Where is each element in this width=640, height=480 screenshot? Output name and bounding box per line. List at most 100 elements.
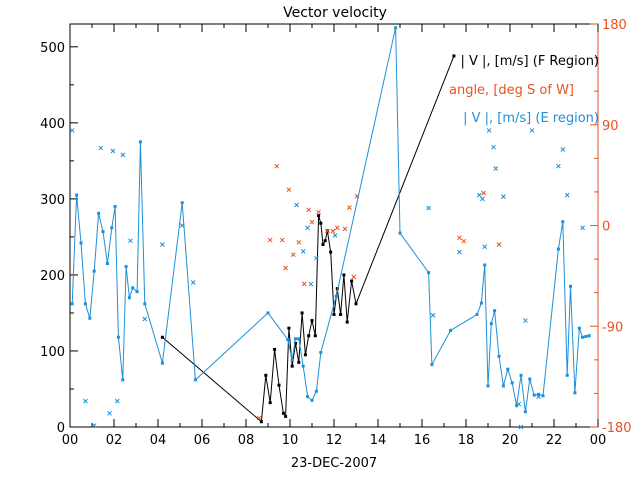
series-3-marker bbox=[128, 238, 133, 244]
y-right-tick-label: -180 bbox=[602, 421, 632, 436]
series-2-point bbox=[479, 301, 483, 305]
series-3-marker bbox=[332, 233, 338, 238]
x-tick-label: 02 bbox=[106, 433, 123, 448]
series-1-marker bbox=[316, 209, 321, 215]
series-2-point bbox=[584, 335, 588, 339]
series-2-point bbox=[110, 226, 114, 230]
series-2-point bbox=[121, 378, 125, 382]
series-2-point bbox=[301, 364, 305, 368]
series-2-point bbox=[70, 302, 74, 306]
x-tick-label: 22 bbox=[546, 433, 563, 448]
series-3-marker bbox=[160, 242, 165, 247]
x-axis-label: 23-DEC-2007 bbox=[291, 456, 377, 471]
series-2-point bbox=[523, 410, 527, 414]
series-2-point bbox=[569, 284, 572, 288]
series-3-marker bbox=[110, 148, 116, 154]
series-1-marker bbox=[306, 207, 312, 213]
series-2-point bbox=[319, 350, 323, 354]
series-3-marker bbox=[491, 144, 496, 150]
series-2-point bbox=[449, 328, 453, 332]
series-2-point bbox=[510, 381, 514, 385]
series-2-point bbox=[489, 322, 493, 326]
x-tick-label: 18 bbox=[458, 433, 475, 448]
series-3-marker bbox=[518, 424, 524, 430]
series-2-point bbox=[398, 231, 402, 235]
series-2-point bbox=[131, 286, 135, 290]
series-2-point bbox=[541, 394, 545, 398]
series-3-marker bbox=[523, 318, 528, 323]
series-1-marker bbox=[461, 238, 467, 244]
series-2-point bbox=[483, 263, 487, 267]
series-3-marker bbox=[114, 398, 120, 404]
x-tick-label: 00 bbox=[62, 433, 79, 448]
series-0-point bbox=[160, 335, 164, 339]
series-2-point bbox=[334, 294, 338, 298]
series-2-point bbox=[394, 26, 398, 30]
x-tick-label: 00 bbox=[590, 433, 607, 448]
series-3-marker bbox=[516, 401, 522, 407]
series-2-point bbox=[297, 337, 301, 341]
series-0-point bbox=[303, 353, 307, 357]
series-2-point bbox=[501, 384, 505, 388]
y-right-tick-label: 180 bbox=[602, 18, 627, 33]
series-2-point bbox=[577, 326, 581, 330]
series-1-marker bbox=[496, 242, 502, 247]
series-1-marker bbox=[342, 226, 348, 232]
series-3-marker bbox=[482, 244, 488, 250]
series-3-marker bbox=[142, 316, 148, 322]
x-tick-label: 12 bbox=[326, 433, 343, 448]
series-0-point bbox=[268, 401, 272, 405]
series-1-marker bbox=[334, 225, 340, 231]
series-1-marker bbox=[481, 190, 486, 196]
y-left-tick-label: 100 bbox=[40, 345, 65, 360]
series-2-point bbox=[266, 311, 270, 315]
series-0-point bbox=[290, 364, 294, 368]
series-2-point bbox=[97, 211, 101, 215]
series-2-point bbox=[565, 373, 569, 377]
series-0-point bbox=[273, 347, 277, 351]
series-3-marker bbox=[564, 192, 570, 198]
series-3-marker bbox=[69, 128, 75, 133]
series-0-point bbox=[332, 312, 336, 316]
series-2-point bbox=[286, 338, 290, 342]
series-2-point bbox=[83, 302, 87, 306]
series-2-point bbox=[587, 334, 591, 338]
series-2-point bbox=[314, 389, 318, 393]
series-0-point bbox=[310, 319, 314, 323]
series-1-marker bbox=[256, 415, 262, 421]
series-0-point bbox=[452, 54, 456, 58]
series-2-point bbox=[116, 335, 120, 339]
series-2-point bbox=[294, 337, 297, 341]
y-left-tick-label: 200 bbox=[40, 269, 65, 284]
series-3-marker bbox=[300, 248, 306, 254]
series-1-marker bbox=[296, 239, 302, 245]
series-2-point bbox=[113, 204, 117, 208]
series-1-marker bbox=[274, 163, 280, 169]
series-2-point bbox=[180, 201, 184, 205]
series-1-marker bbox=[325, 228, 330, 234]
y-right-tick-label: 0 bbox=[602, 220, 610, 235]
series-2-point bbox=[493, 309, 497, 313]
series-2-point bbox=[561, 220, 565, 224]
series-0-point bbox=[294, 341, 297, 345]
legend-item-angle: angle, [deg S of W] bbox=[449, 83, 574, 98]
x-tick-label: 14 bbox=[370, 433, 387, 448]
series-3-marker bbox=[83, 398, 88, 404]
series-0-point bbox=[307, 334, 311, 338]
legend: | V |, [m/s] (F Region) angle, [deg S of… bbox=[449, 54, 599, 126]
series-2-point bbox=[79, 241, 83, 245]
series-2-point bbox=[127, 296, 131, 300]
series-2-point bbox=[290, 358, 294, 362]
series-0-line bbox=[162, 55, 455, 423]
series-0-point bbox=[259, 420, 263, 424]
series-3-marker bbox=[426, 205, 431, 211]
series-2-point bbox=[193, 378, 197, 382]
series-2-point bbox=[160, 361, 164, 365]
series-0-point bbox=[317, 214, 321, 218]
series-3-marker bbox=[179, 223, 185, 228]
series-0-point bbox=[342, 273, 346, 277]
series-3-marker bbox=[308, 281, 314, 287]
series-2-point bbox=[92, 269, 96, 273]
series-2-point bbox=[124, 265, 128, 269]
series-3-marker bbox=[556, 163, 561, 169]
